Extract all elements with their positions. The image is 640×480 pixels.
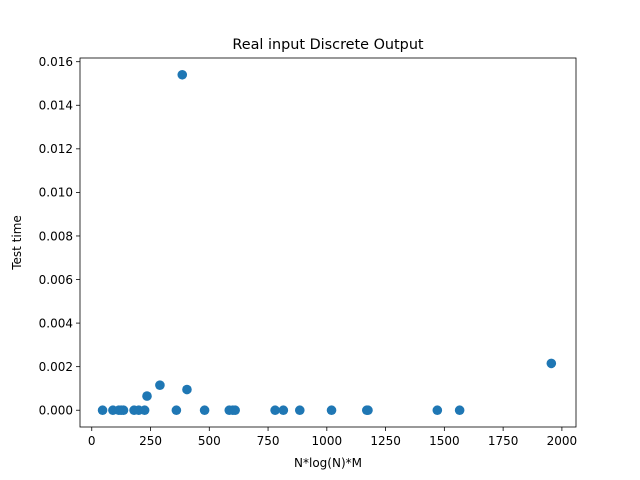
- y-tick-label: 0.000: [39, 404, 73, 418]
- y-tick-label: 0.016: [39, 55, 73, 69]
- data-point: [182, 384, 192, 395]
- y-axis-label: Test time: [10, 215, 24, 271]
- y-tick-label: 0.006: [39, 273, 73, 287]
- plot-frame: [79, 57, 577, 428]
- y-tick-label: 0.010: [39, 186, 73, 200]
- x-tick-label: 1750: [488, 434, 519, 448]
- y-tick-label: 0.002: [39, 360, 73, 374]
- x-tick-label: 2000: [547, 434, 578, 448]
- data-point: [139, 405, 150, 416]
- x-axis-label: N*log(N)*M: [294, 456, 362, 470]
- data-point: [432, 405, 443, 416]
- data-point: [171, 405, 182, 416]
- data-point: [546, 358, 557, 369]
- y-tick-label: 0.014: [39, 99, 73, 113]
- data-points: [97, 69, 557, 416]
- data-point: [177, 69, 188, 80]
- data-point: [454, 405, 465, 416]
- data-point: [155, 380, 165, 390]
- x-tick-label: 250: [139, 434, 162, 448]
- chart-title: Real input Discrete Output: [232, 37, 424, 53]
- x-tick-label: 750: [257, 434, 280, 448]
- data-point: [294, 405, 305, 416]
- x-tick-label: 0: [88, 434, 96, 448]
- data-point: [199, 405, 210, 416]
- y-axis-ticks: 0.000 0.002 0.004 0.006 0.008 0.010 0.012 0.014…: [39, 55, 80, 418]
- x-tick-label: 500: [198, 434, 221, 448]
- y-tick-label: 0.008: [39, 229, 73, 243]
- data-point: [363, 405, 373, 416]
- data-point: [270, 405, 280, 416]
- data-point: [230, 405, 240, 416]
- x-tick-label: 1500: [429, 434, 460, 448]
- y-tick-label: 0.012: [39, 142, 73, 156]
- data-point: [142, 391, 152, 401]
- x-axis-ticks: 0 250 500 750 1000 1250 1500 1750 2000: [88, 427, 577, 448]
- data-point: [118, 405, 129, 416]
- data-point: [97, 405, 108, 416]
- data-point: [326, 405, 337, 416]
- x-tick-label: 1000: [312, 434, 343, 448]
- y-tick-label: 0.004: [39, 316, 73, 330]
- x-tick-label: 1250: [370, 434, 401, 448]
- data-point: [278, 405, 289, 416]
